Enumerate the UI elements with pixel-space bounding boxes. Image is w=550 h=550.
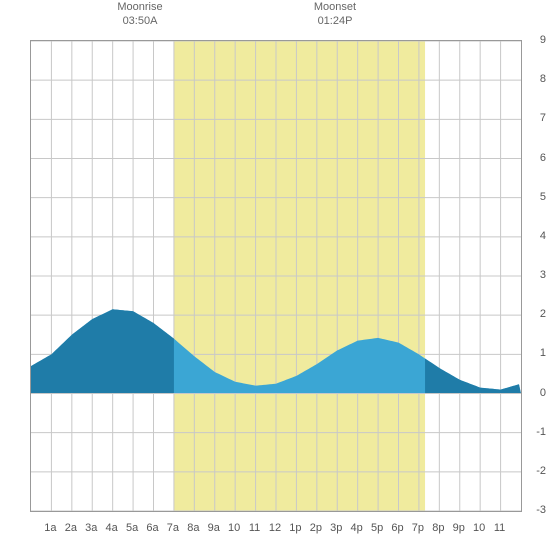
y-axis: -3-2-10123456789: [526, 40, 546, 510]
moonrise-label: Moonrise 03:50A: [110, 0, 170, 29]
moonrise-time: 03:50A: [123, 15, 158, 27]
chart-header: Moonrise 03:50A Moonset 01:24P: [0, 0, 550, 40]
y-tick: 9: [540, 34, 546, 46]
y-tick: 1: [540, 347, 546, 359]
x-tick: 1p: [289, 522, 301, 534]
x-tick: 6p: [391, 522, 403, 534]
tide-chart: Moonrise 03:50A Moonset 01:24P -3-2-1012…: [0, 0, 550, 550]
y-tick: 5: [540, 191, 546, 203]
x-tick: 7p: [412, 522, 424, 534]
y-tick: 0: [540, 387, 546, 399]
x-axis: 1a 2a 3a 4a 5a 6a 7a 8a 9a 10 11 12 1p 2p 3p 4p 5p 6p 7p 8p…: [30, 522, 520, 542]
y-tick: -3: [536, 504, 546, 516]
x-tick: 8p: [432, 522, 444, 534]
moonrise-title: Moonrise: [117, 1, 162, 13]
x-tick: 11: [494, 522, 505, 534]
x-tick: 10: [228, 522, 240, 534]
y-tick: -1: [536, 426, 546, 438]
y-tick: 7: [540, 112, 546, 124]
x-tick: 8a: [187, 522, 199, 534]
x-tick: 9a: [208, 522, 220, 534]
moonset-time: 01:24P: [318, 15, 353, 27]
x-tick: 9p: [453, 522, 465, 534]
y-tick: -2: [536, 465, 546, 477]
x-tick: 3p: [330, 522, 342, 534]
y-tick: 8: [540, 73, 546, 85]
x-tick: 4a: [106, 522, 118, 534]
y-tick: 4: [540, 230, 546, 242]
x-tick: 12: [269, 522, 281, 534]
x-tick: 3a: [85, 522, 97, 534]
x-tick: 2p: [310, 522, 322, 534]
x-tick: 6a: [146, 522, 158, 534]
x-tick: 4p: [351, 522, 363, 534]
y-tick: 2: [540, 308, 546, 320]
x-tick: 1a: [44, 522, 56, 534]
x-tick: 7a: [167, 522, 179, 534]
y-tick: 6: [540, 152, 546, 164]
x-tick: 5p: [371, 522, 383, 534]
chart-svg: [31, 41, 521, 511]
y-tick: 3: [540, 269, 546, 281]
x-tick: 5a: [126, 522, 138, 534]
x-tick: 10: [473, 522, 485, 534]
plot-area: [30, 40, 522, 512]
moonset-label: Moonset 01:24P: [305, 0, 365, 29]
x-tick: 2a: [65, 522, 77, 534]
moonset-title: Moonset: [314, 1, 356, 13]
x-tick: 11: [249, 522, 260, 534]
